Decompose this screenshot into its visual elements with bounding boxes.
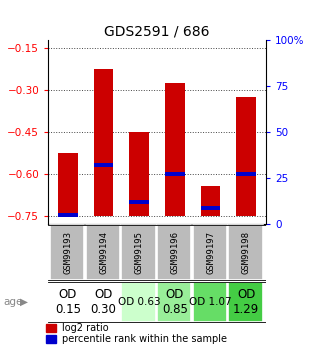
Text: ▶: ▶ [20,297,28,307]
Title: GDS2591 / 686: GDS2591 / 686 [104,24,210,39]
Bar [236,97,256,216]
Bar [129,200,149,204]
Text: log2 ratio: log2 ratio [62,323,108,333]
Bar [201,187,220,216]
Bar [58,153,78,216]
Text: OD
0.85: OD 0.85 [162,288,188,316]
Bar [58,213,78,217]
Text: GSM99196: GSM99196 [170,231,179,274]
Bar [121,282,156,322]
Bar [165,83,185,216]
Bar [94,69,113,216]
Text: OD 0.63: OD 0.63 [118,297,160,307]
Text: GSM99198: GSM99198 [242,231,251,274]
Bar [165,172,185,176]
Bar [229,225,263,280]
Text: GSM99193: GSM99193 [63,231,72,274]
Bar [129,132,149,216]
Text: OD
1.29: OD 1.29 [233,288,259,316]
Text: OD
0.30: OD 0.30 [91,288,116,316]
Bar [193,225,227,280]
Text: age: age [3,297,22,307]
Bar [94,163,113,167]
Bar [86,282,120,322]
Bar [50,282,84,322]
Bar [46,335,56,343]
Bar [157,225,191,280]
Text: GSM99197: GSM99197 [206,231,215,274]
Bar [193,282,227,322]
Bar [86,225,120,280]
Bar [229,282,263,322]
Bar [46,324,56,332]
Bar [201,206,220,210]
Bar [236,172,256,176]
Text: GSM99195: GSM99195 [135,231,144,274]
Text: GSM99194: GSM99194 [99,231,108,274]
Text: OD 1.07: OD 1.07 [189,297,232,307]
Bar [157,282,191,322]
Bar [121,225,156,280]
Text: OD
0.15: OD 0.15 [55,288,81,316]
Bar [50,225,84,280]
Text: percentile rank within the sample: percentile rank within the sample [62,334,227,344]
